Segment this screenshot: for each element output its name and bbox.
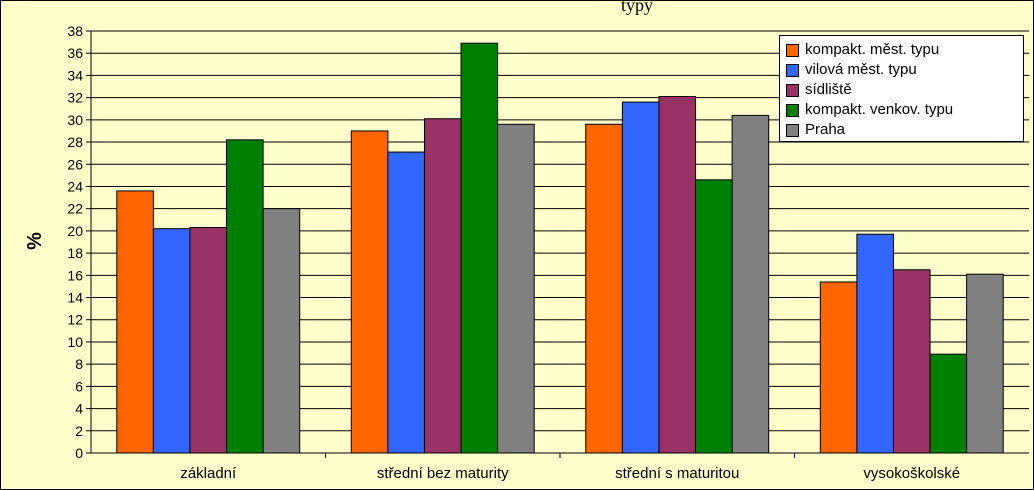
y-tick-label: 22 xyxy=(67,201,83,217)
y-tick-label: 12 xyxy=(67,312,83,328)
bar xyxy=(497,123,535,454)
bar xyxy=(423,118,462,454)
legend: kompakt. měst. typu vilová měst. typu sídl… xyxy=(779,35,1024,142)
y-tick-label: 18 xyxy=(67,245,83,261)
bar xyxy=(226,139,264,454)
y-tick-label: 14 xyxy=(67,290,83,306)
y-tick-label: 34 xyxy=(67,67,83,83)
bar xyxy=(460,42,499,454)
bar xyxy=(116,190,154,454)
legend-swatch xyxy=(786,63,799,77)
legend-swatch xyxy=(786,83,799,97)
x-category-label: střední s maturitou xyxy=(615,465,739,482)
x-category-label: vysokoškolské xyxy=(863,465,960,482)
bar xyxy=(658,96,697,454)
bar xyxy=(856,233,894,454)
legend-item: sídliště xyxy=(786,80,1023,100)
y-tick-label: 4 xyxy=(75,401,83,417)
y-tick-label: 16 xyxy=(67,267,83,283)
legend-label: vilová měst. typu xyxy=(805,61,917,78)
bar xyxy=(350,130,389,454)
legend-item: kompakt. venkov. typu xyxy=(786,100,1023,120)
y-axis-label: % xyxy=(24,232,46,250)
legend-swatch xyxy=(786,43,799,57)
bar xyxy=(695,179,733,454)
bar xyxy=(189,227,228,454)
x-category-label: střední bez maturity xyxy=(377,465,509,482)
bar xyxy=(262,208,301,454)
y-tick-label: 30 xyxy=(67,112,83,128)
bars xyxy=(116,42,1004,454)
y-tick-label: 28 xyxy=(67,134,83,150)
y-tick-label: 24 xyxy=(67,178,83,194)
chart-title: typy xyxy=(621,0,654,15)
legend-item: vilová měst. typu xyxy=(786,60,1023,80)
bar xyxy=(152,228,191,454)
y-tick-label: 2 xyxy=(75,423,83,439)
bar xyxy=(966,273,1004,454)
axes: 02468101214161820222426283032343638zákla… xyxy=(67,23,1029,482)
bar xyxy=(892,269,931,454)
y-tick-label: 20 xyxy=(67,223,83,239)
legend-item: Praha xyxy=(786,120,1023,140)
bar xyxy=(621,101,660,454)
legend-label: sídliště xyxy=(805,81,852,98)
y-tick-label: 32 xyxy=(67,90,83,106)
legend-label: kompakt. měst. typu xyxy=(805,41,940,58)
y-tick-label: 10 xyxy=(67,334,83,350)
y-tick-label: 36 xyxy=(67,45,83,61)
legend-item: kompakt. měst. typu xyxy=(786,40,1023,60)
y-tick-label: 26 xyxy=(67,156,83,172)
legend-label: kompakt. venkov. typu xyxy=(805,101,954,118)
bar xyxy=(585,123,623,454)
bar xyxy=(819,281,858,454)
bar xyxy=(387,151,425,454)
x-category-label: základní xyxy=(180,465,237,482)
legend-swatch xyxy=(786,123,799,137)
y-tick-label: 38 xyxy=(67,23,83,39)
legend-label: Praha xyxy=(805,121,846,138)
y-tick-label: 0 xyxy=(75,445,83,461)
bar xyxy=(929,353,968,454)
y-tick-label: 6 xyxy=(75,378,83,394)
legend-swatch xyxy=(786,103,799,117)
bar xyxy=(731,114,770,454)
y-tick-label: 8 xyxy=(75,356,83,372)
